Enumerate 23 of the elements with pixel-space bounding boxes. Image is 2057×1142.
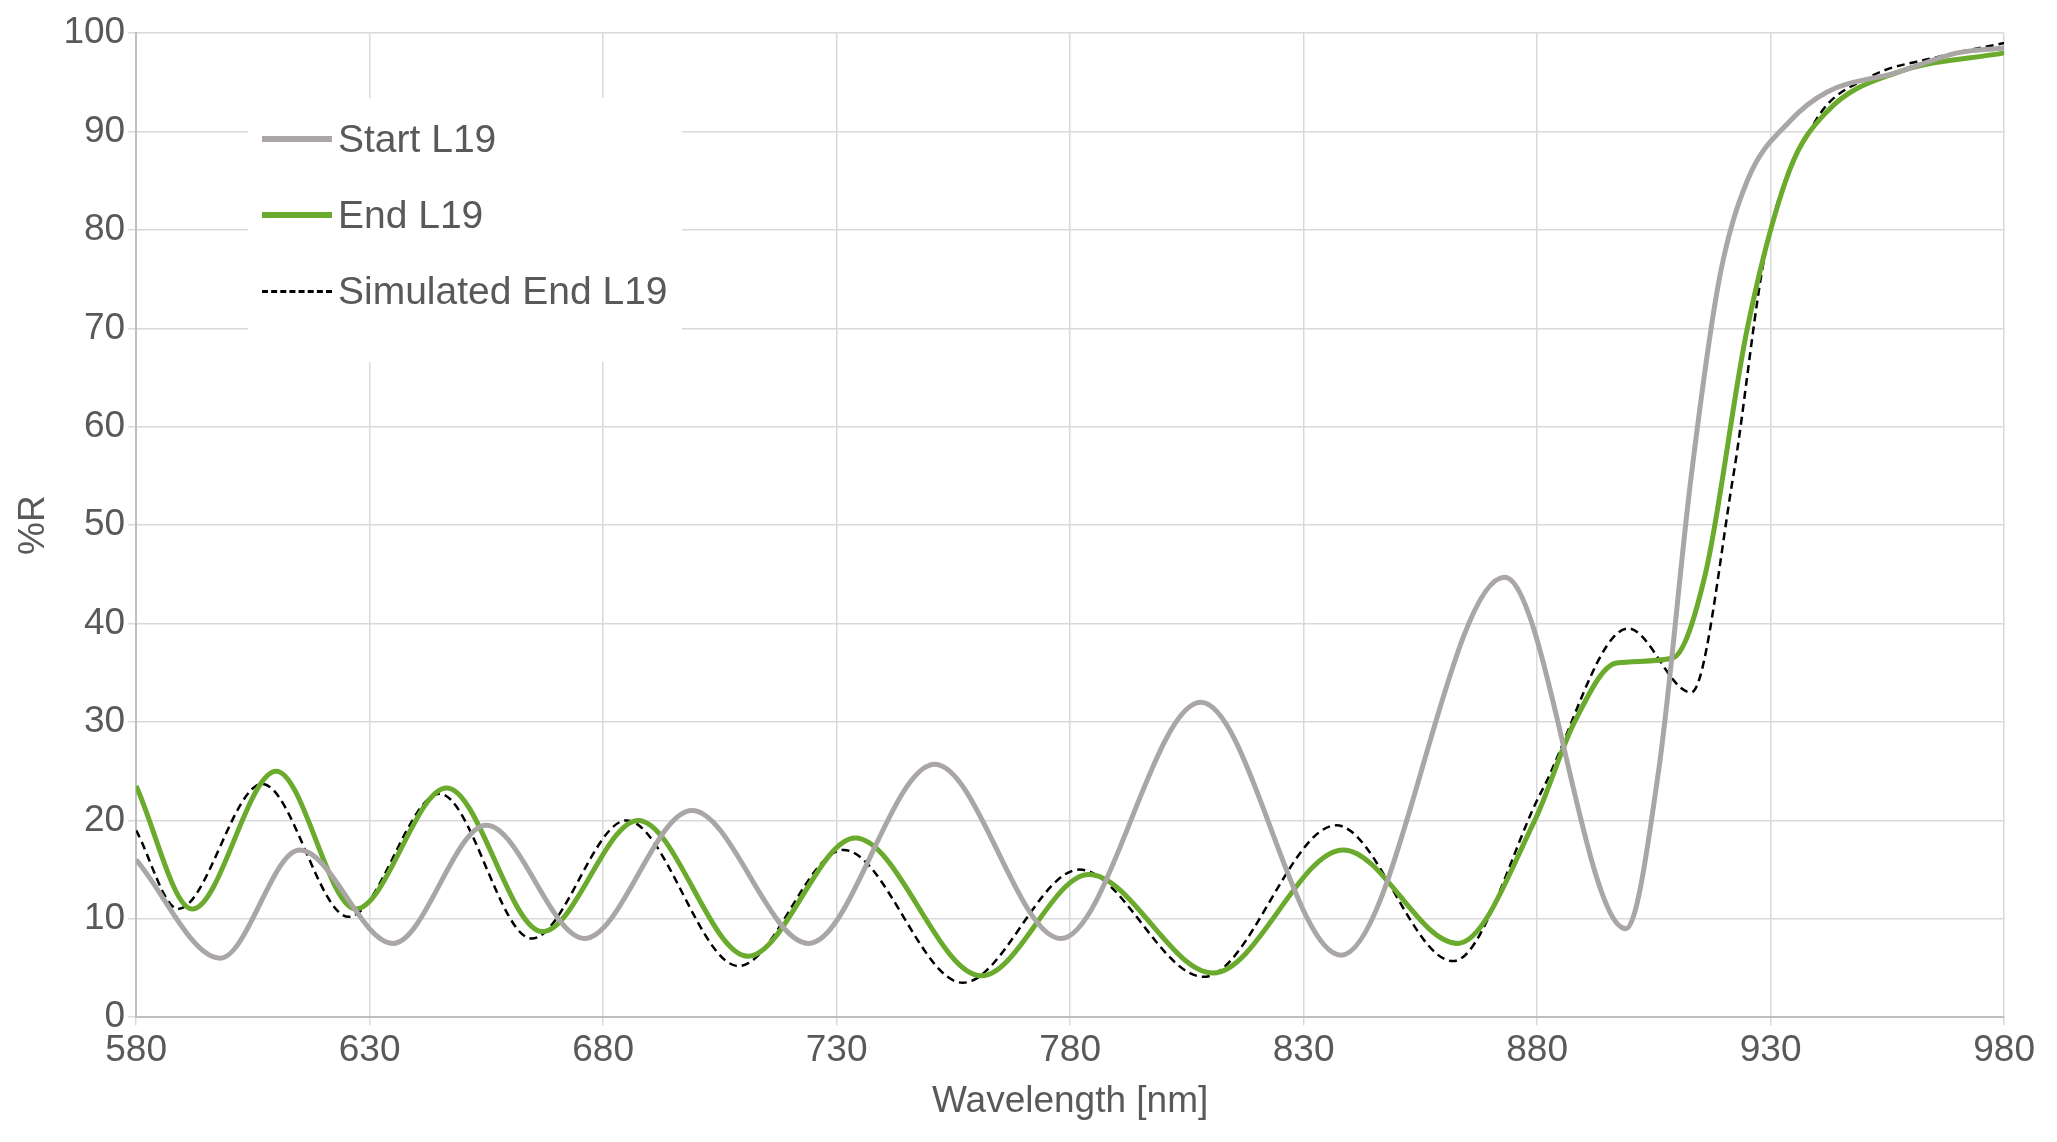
y-tick-label: 20 <box>83 797 126 839</box>
y-tick-label: 80 <box>83 207 126 249</box>
x-tick-label: 980 <box>1973 1027 2035 1069</box>
legend-label: End L19 <box>338 192 484 238</box>
x-tick-label: 630 <box>338 1027 401 1069</box>
x-tick-label: 930 <box>1739 1027 1802 1069</box>
legend-label: Simulated End L19 <box>338 268 668 314</box>
y-tick-label: 30 <box>83 699 126 741</box>
y-tick-label: 90 <box>83 108 126 150</box>
y-tick-label: 100 <box>63 10 126 52</box>
legend-label: Start L19 <box>338 116 497 162</box>
x-tick-label: 830 <box>1272 1027 1335 1069</box>
y-tick-label: 50 <box>83 502 126 544</box>
y-tick-label: 10 <box>83 896 126 937</box>
y-axis-title: %R <box>11 495 53 556</box>
x-tick-label: 880 <box>1506 1027 1568 1069</box>
y-tick-label: 40 <box>83 600 126 642</box>
x-tick-label: 780 <box>1039 1027 1101 1069</box>
y-tick-label: 60 <box>83 404 126 445</box>
x-tick-label: 680 <box>572 1027 634 1069</box>
x-tick-label: 730 <box>805 1027 868 1069</box>
x-axis-title: Wavelength [nm] <box>932 1079 1209 1120</box>
y-tick-label: 70 <box>83 305 126 347</box>
